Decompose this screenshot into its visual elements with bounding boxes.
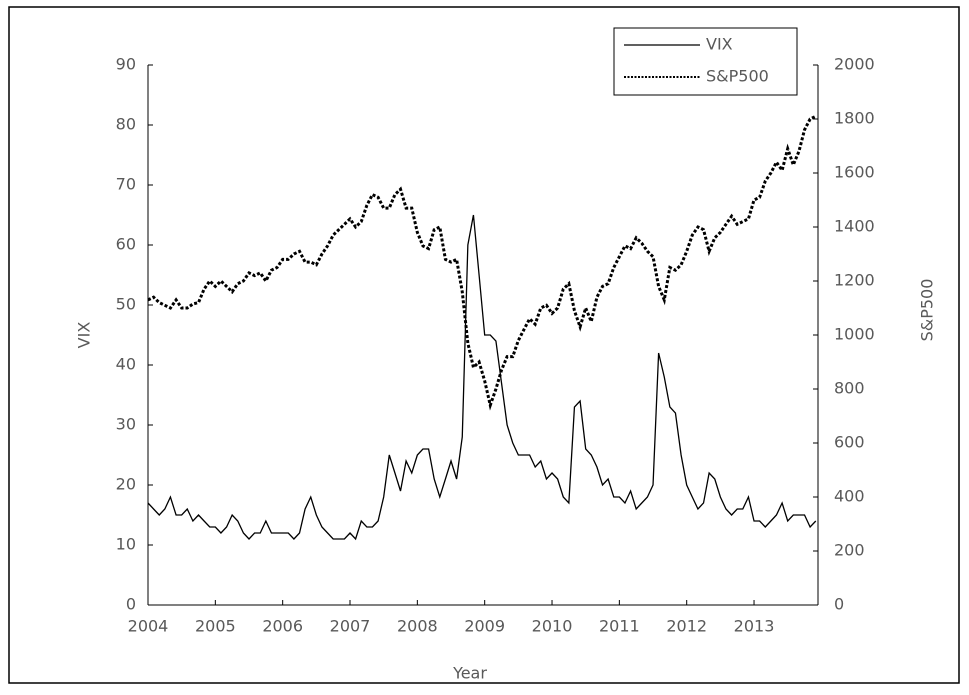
y2-tick-label: 200 <box>834 541 865 560</box>
y-tick-label: 20 <box>116 475 136 494</box>
y2-tick-label: 600 <box>834 433 865 452</box>
series-line <box>147 214 817 541</box>
y-tick-label: 0 <box>126 595 136 614</box>
y-tick-label: 30 <box>116 415 136 434</box>
y-tick-label: 60 <box>116 235 136 254</box>
y2-tick-label: 2000 <box>834 55 875 74</box>
x-axis-label: Year <box>452 664 487 683</box>
x-tick-label: 2010 <box>532 617 573 636</box>
x-tick-label: 2006 <box>262 617 303 636</box>
legend-label: S&P500 <box>706 67 769 86</box>
y-tick-label: 90 <box>116 55 136 74</box>
x-tick-label: 2007 <box>330 617 371 636</box>
legend-box <box>613 27 798 96</box>
x-tick-label: 2013 <box>734 617 775 636</box>
y-tick-label: 10 <box>116 535 136 554</box>
legend-label: VIX <box>706 35 733 54</box>
y2-tick-label: 1400 <box>834 217 875 236</box>
x-tick-label: 2008 <box>397 617 438 636</box>
y-tick-label: 50 <box>116 295 136 314</box>
y2-tick-label: 1200 <box>834 271 875 290</box>
x-tick-label: 2012 <box>666 617 707 636</box>
y2-axis-label: S&P500 <box>918 279 937 342</box>
y2-tick-label: 400 <box>834 487 865 506</box>
x-tick-label: 2004 <box>128 617 169 636</box>
y2-tick-label: 800 <box>834 379 865 398</box>
y-axis-label: VIX <box>75 322 94 349</box>
y2-tick-label: 1000 <box>834 325 875 344</box>
x-tick-label: 2009 <box>464 617 505 636</box>
y2-tick-label: 1800 <box>834 109 875 128</box>
y-tick-label: 70 <box>116 175 136 194</box>
x-tick-label: 2005 <box>195 617 236 636</box>
y2-tick-label: 1600 <box>834 163 875 182</box>
x-tick-label: 2011 <box>599 617 640 636</box>
y2-tick-label: 0 <box>834 595 844 614</box>
y-tick-label: 40 <box>116 355 136 374</box>
series-line <box>147 114 817 411</box>
chart-border <box>8 6 960 684</box>
y-tick-label: 80 <box>116 115 136 134</box>
